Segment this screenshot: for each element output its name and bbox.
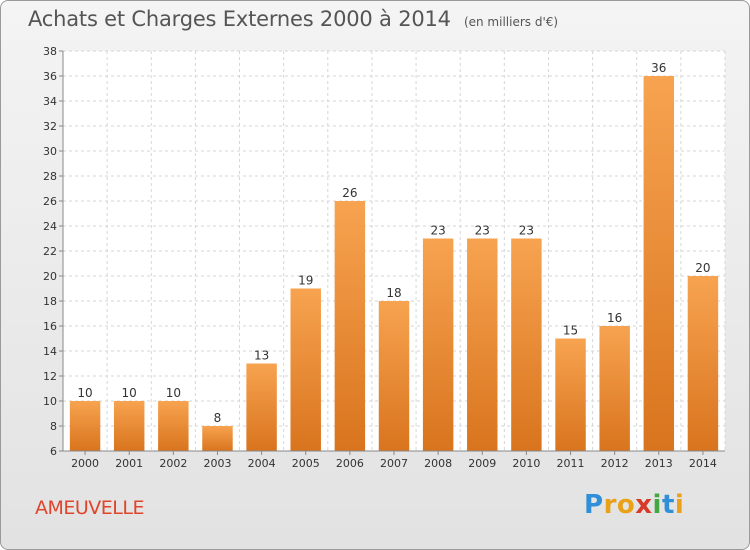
bar [202, 426, 233, 451]
x-tick-label: 2004 [248, 457, 276, 470]
bar-value-label: 20 [695, 261, 710, 275]
y-tick-label: 24 [43, 220, 57, 233]
logo-letter: P [584, 490, 604, 520]
bar [378, 301, 410, 451]
x-tick-label: 2011 [557, 457, 585, 470]
x-tick-label: 2007 [380, 457, 408, 470]
bar [69, 401, 101, 451]
y-tick-label: 18 [43, 295, 57, 308]
proxiti-logo: Proxiti [584, 490, 684, 520]
logo-letter: i [674, 490, 685, 520]
bar-value-label: 26 [342, 186, 357, 200]
bar-value-label: 23 [475, 224, 490, 238]
bar-value-label: 23 [430, 224, 445, 238]
bar-value-label: 10 [77, 386, 92, 400]
chart-title-block: Achats et Charges Externes 2000 à 2014 (… [28, 7, 558, 31]
y-tick-label: 32 [43, 120, 57, 133]
bar [290, 288, 321, 451]
logo-letter: i [652, 490, 662, 520]
bar-value-label: 36 [651, 61, 666, 75]
x-tick-label: 2000 [71, 457, 99, 470]
y-tick-label: 6 [50, 445, 57, 458]
logo-letter: x [635, 490, 653, 520]
x-tick-label: 2001 [115, 457, 143, 470]
y-tick-label: 20 [43, 270, 57, 283]
y-tick-label: 30 [43, 145, 57, 158]
bar [511, 238, 542, 451]
x-tick-label: 2012 [601, 457, 629, 470]
y-tick-label: 26 [43, 195, 57, 208]
x-tick-label: 2013 [645, 457, 673, 470]
bar [555, 338, 586, 451]
bar [113, 401, 145, 451]
logo-letter: r [603, 490, 617, 520]
y-tick-label: 28 [43, 170, 57, 183]
y-tick-label: 38 [43, 45, 57, 58]
logo-letter: o [616, 490, 636, 520]
bar-value-label: 15 [563, 324, 578, 338]
bar-value-label: 23 [519, 224, 534, 238]
y-tick-label: 10 [43, 395, 57, 408]
bar-value-label: 10 [166, 386, 181, 400]
bar-value-label: 18 [386, 286, 401, 300]
x-tick-label: 2002 [159, 457, 187, 470]
bar-value-label: 16 [607, 311, 622, 325]
bar-value-label: 8 [214, 411, 222, 425]
bar-value-label: 13 [254, 349, 269, 363]
x-tick-label: 2008 [424, 457, 452, 470]
logo-letter: t [661, 490, 675, 520]
bar-value-label: 10 [122, 386, 137, 400]
bars [69, 76, 719, 451]
bar [599, 326, 630, 451]
x-tick-label: 2003 [203, 457, 231, 470]
bar [687, 276, 719, 451]
bar [467, 238, 498, 451]
y-tick-label: 16 [43, 320, 57, 333]
x-tick-label: 2009 [468, 457, 496, 470]
bar [246, 363, 277, 451]
axes [59, 50, 725, 455]
y-tick-label: 8 [50, 420, 57, 433]
y-tick-label: 22 [43, 245, 57, 258]
chart-title: Achats et Charges Externes 2000 à 2014 [28, 7, 451, 31]
commune-name: AMEUVELLE [35, 497, 144, 519]
bar [422, 238, 454, 451]
x-tick-label: 2010 [512, 457, 540, 470]
x-tick-label: 2014 [689, 457, 717, 470]
y-tick-label: 12 [43, 370, 57, 383]
chart-subtitle: (en milliers d'€) [463, 15, 559, 29]
labels: 6 8 10 12 14 16 18 20 22 24 26 28 30 32 34 36 38 10 2000 10… [43, 45, 717, 470]
bar [334, 201, 366, 451]
y-tick-label: 34 [43, 95, 57, 108]
y-tick-label: 14 [43, 345, 57, 358]
x-tick-label: 2006 [336, 457, 364, 470]
bar-value-label: 19 [298, 274, 313, 288]
x-tick-label: 2005 [292, 457, 320, 470]
bar [643, 76, 675, 451]
y-tick-label: 36 [43, 70, 57, 83]
bar [158, 401, 189, 451]
